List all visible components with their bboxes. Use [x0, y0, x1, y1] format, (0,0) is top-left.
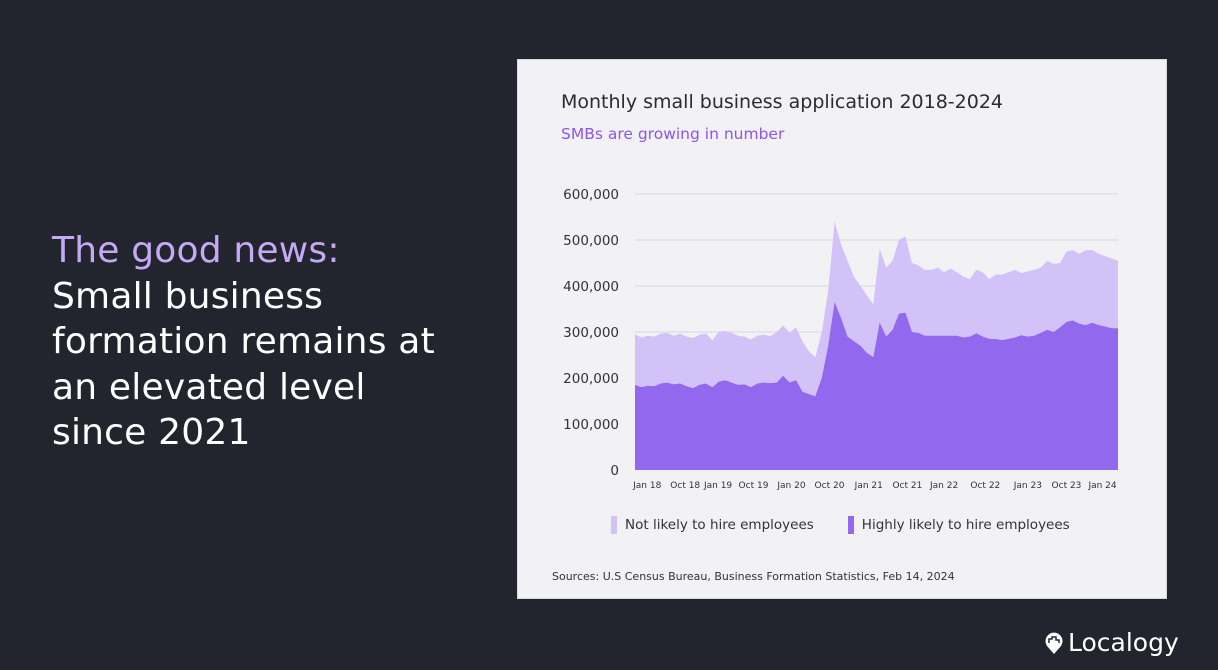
legend: Not likely to hire employees Highly like…: [611, 516, 1070, 534]
x-tick-label: Oct 20: [815, 481, 845, 491]
x-tick-label: Oct 18: [670, 481, 700, 491]
chart-card: Monthly small business application 2018-…: [517, 59, 1167, 599]
headline-text: Small business formation remains at an e…: [52, 275, 435, 454]
area-chart: 0 100,000 200,000 300,000 400,000 500,000 600,…: [563, 187, 1118, 491]
y-tick-label: 600,000: [563, 187, 619, 203]
y-tick-label: 500,000: [563, 233, 619, 249]
legend-label: Not likely to hire employees: [625, 517, 814, 533]
y-tick-label: 0: [610, 463, 619, 479]
x-tick-label: Jan 19: [703, 481, 732, 491]
legend-label: Highly likely to hire employees: [861, 517, 1070, 533]
y-tick-label: 200,000: [563, 371, 619, 387]
x-tick-label: Jan 18: [632, 481, 661, 491]
chart-subtitle: SMBs are growing in number: [561, 125, 785, 143]
legend-swatch: [847, 516, 854, 534]
x-tick-label: Jan 22: [929, 481, 958, 491]
localogy-logo: Localogy: [1044, 628, 1179, 657]
pin-icon: [1045, 632, 1063, 654]
x-tick-label: Jan 20: [776, 481, 805, 491]
y-tick-label: 100,000: [563, 417, 619, 433]
series-area-highly-likely: [635, 302, 1118, 470]
source-note: Sources: U.S Census Bureau, Business For…: [552, 570, 955, 583]
y-tick-label: 400,000: [563, 279, 619, 295]
legend-swatch: [611, 516, 617, 534]
x-tick-label: Jan 23: [1013, 481, 1042, 491]
headline-accent: The good news:: [52, 230, 340, 271]
legend-item-highly-likely: Highly likely to hire employees: [847, 516, 1070, 534]
logo-text: Localogy: [1068, 628, 1179, 657]
headline: The good news: Small business formation …: [52, 228, 452, 456]
x-tick-label: Jan 21: [854, 481, 883, 491]
x-tick-label: Oct 22: [970, 481, 1000, 491]
x-tick-label: Oct 19: [739, 481, 769, 491]
x-tick-label: Jan 24: [1087, 481, 1116, 491]
x-tick-label: Oct 23: [1052, 481, 1082, 491]
chart-title: Monthly small business application 2018-…: [561, 91, 1004, 113]
legend-item-not-likely: Not likely to hire employees: [611, 516, 814, 534]
x-tick-label: Oct 21: [892, 481, 922, 491]
y-tick-label: 300,000: [563, 325, 619, 341]
